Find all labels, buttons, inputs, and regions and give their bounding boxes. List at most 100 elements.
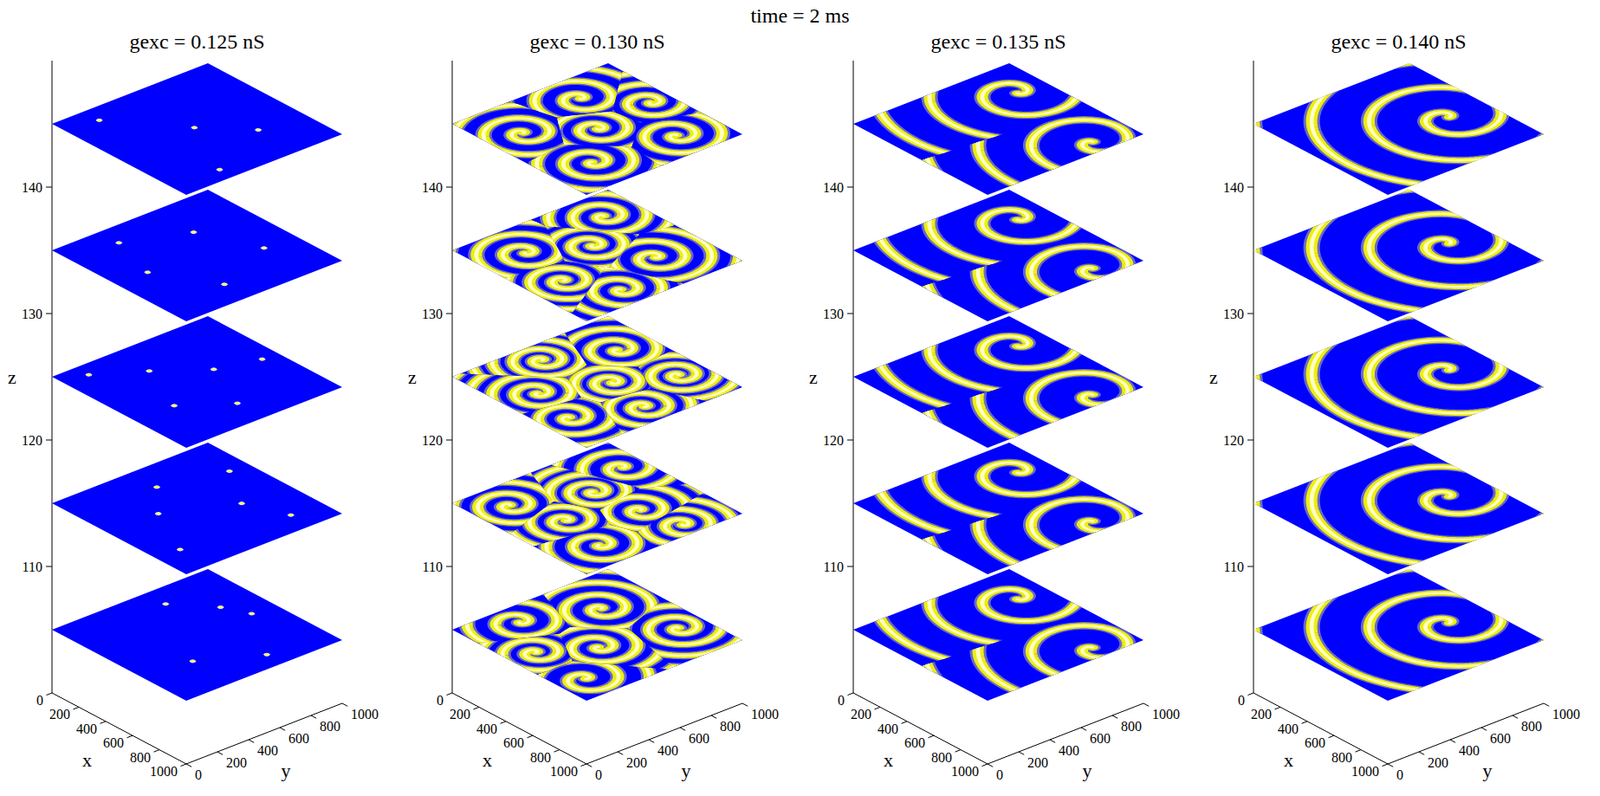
y-tick-label: 800: [1120, 719, 1142, 734]
spiral-wave: [452, 442, 743, 575]
slice-content: [1253, 63, 1544, 195]
wave-band: [452, 189, 743, 322]
x-tick-label: 600: [904, 735, 926, 751]
wave-edge: [452, 569, 743, 701]
wave-core: [452, 569, 743, 701]
x-tick-label: 800: [129, 750, 151, 765]
z-axis-title: z: [809, 366, 818, 389]
wave-band: [1253, 316, 1544, 448]
spiral-wave: [1253, 569, 1544, 701]
x-tick: [99, 721, 106, 725]
slice-content: [97, 462, 308, 558]
wave-core: [452, 569, 743, 701]
wave-edge: [1253, 63, 1544, 195]
y-tick: [1018, 751, 1024, 755]
slice-plane: [1253, 316, 1544, 448]
panel: gexc = 0.130 nS0200400600800100002004006…: [25, 0, 1185, 796]
y-tick-label: 200: [626, 755, 648, 771]
active-spot: [161, 602, 170, 606]
active-spot: [84, 373, 93, 377]
panel: gexc = 0.125 nS0200400600800100002004006…: [7, 30, 379, 783]
y-tick: [279, 727, 286, 731]
panel-title: gexc = 0.130 nS: [529, 30, 665, 53]
y-tick: [248, 739, 254, 743]
wave-core: [853, 189, 1144, 322]
wave-band: [452, 316, 743, 448]
wave-core: [853, 63, 1144, 195]
z-axis-title: z: [7, 366, 17, 389]
active-spot: [115, 240, 124, 245]
slice-plane: [1253, 189, 1544, 322]
slice-content: [452, 569, 743, 701]
z-tick-label: 130: [822, 306, 844, 322]
z-tick-label: 110: [422, 559, 443, 575]
wave-core: [452, 316, 743, 448]
z-tick: [446, 313, 453, 315]
z-tick-label: 130: [21, 306, 43, 322]
wave-edge: [853, 442, 1144, 575]
panel-title: gexc = 0.140 nS: [1330, 30, 1466, 53]
z-tick: [1247, 440, 1254, 441]
slice-plane: [51, 569, 343, 701]
wave-band: [1253, 189, 1544, 322]
x-axis: [853, 693, 988, 765]
wave-edge: [452, 189, 743, 322]
wave-edge: [452, 316, 743, 448]
y-tick: [310, 715, 317, 719]
slice-content: [452, 316, 743, 448]
active-spot: [253, 128, 262, 132]
slice-group: [1011, 290, 1600, 705]
wave-band: [853, 189, 1144, 322]
wave-core: [452, 189, 743, 322]
y-tick-label: 0: [1396, 767, 1404, 783]
spiral-wave: [452, 189, 743, 322]
spiral-wave: [452, 63, 743, 195]
x-tick-label: 400: [476, 721, 498, 737]
y-tick-label: 600: [288, 731, 310, 746]
active-spot: [169, 403, 178, 408]
x-tick-label: 600: [103, 735, 124, 751]
x-tick-label: 1000: [149, 764, 178, 779]
slice-content: [853, 442, 1144, 575]
x-tick: [1301, 721, 1308, 725]
slice-content: [95, 86, 290, 178]
wave-core: [452, 316, 743, 448]
wave-core: [452, 569, 743, 701]
wave-band: [452, 442, 743, 575]
wave-edge: [452, 569, 743, 701]
spiral-wave: [1253, 442, 1544, 575]
slice-plane: [51, 189, 343, 322]
y-tick: [186, 764, 192, 767]
y-tick-label: 200: [226, 755, 247, 771]
active-spot: [175, 547, 184, 551]
y-tick: [680, 727, 686, 731]
wave-core: [853, 442, 1144, 575]
spiral-wave: [452, 189, 743, 322]
x-tick: [472, 706, 480, 710]
z-tick: [45, 187, 52, 188]
z-tick: [1247, 187, 1254, 188]
x-tick-label: 400: [877, 721, 899, 737]
wave-core: [1253, 316, 1544, 448]
y-tick-label: 800: [319, 719, 341, 734]
x-tick-label: 200: [850, 706, 872, 722]
wave-core: [1253, 63, 1544, 195]
y-axis: [186, 703, 343, 765]
spiral-wave: [452, 569, 743, 701]
wave-core: [452, 189, 743, 322]
x-tick: [446, 693, 453, 696]
wave-band: [452, 316, 743, 448]
z-tick: [45, 313, 52, 315]
x-tick: [927, 735, 934, 739]
active-spot: [233, 401, 241, 405]
x-axis-title: x: [1283, 749, 1294, 771]
active-spot: [216, 605, 225, 609]
z-tick: [1247, 566, 1254, 568]
spiral-wave: [853, 569, 1144, 701]
x-tick: [72, 706, 79, 710]
wave-band: [853, 63, 1144, 195]
spiral-wave: [853, 63, 1144, 195]
x-tick: [847, 693, 854, 696]
active-spot: [225, 469, 234, 473]
z-tick: [45, 566, 52, 568]
